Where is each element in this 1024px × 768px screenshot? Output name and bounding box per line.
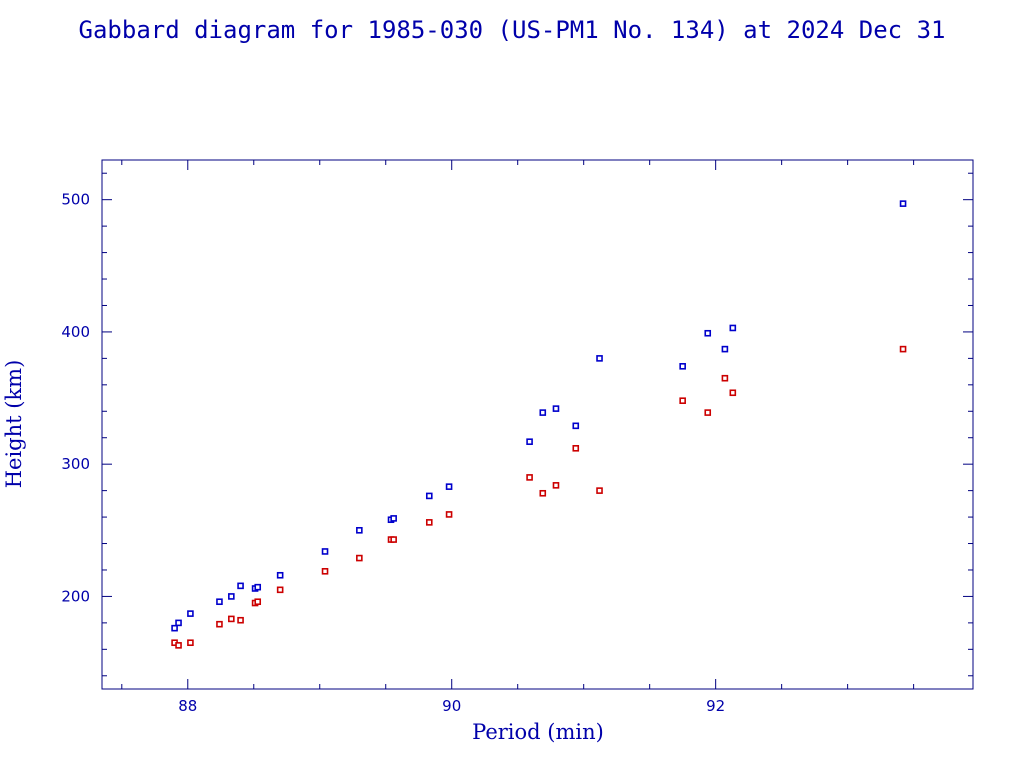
perigee-point xyxy=(356,554,363,562)
apogee-point xyxy=(539,409,547,416)
perigee-point xyxy=(321,567,329,575)
apogee-point xyxy=(237,582,244,590)
y-tick-label: 500 xyxy=(61,191,90,209)
apogee-point xyxy=(679,363,686,370)
x-tick-label: 90 xyxy=(442,697,461,715)
apogee-point xyxy=(276,571,284,579)
perigee-point xyxy=(228,615,235,623)
apogee-point xyxy=(216,598,223,606)
plot-frame xyxy=(101,159,974,690)
perigee-point xyxy=(704,409,712,416)
perigee-point xyxy=(237,616,244,624)
apogee-point xyxy=(721,345,729,353)
apogee-point xyxy=(356,526,363,534)
apogee-point xyxy=(390,515,397,522)
apogee-point xyxy=(596,355,603,362)
y-tick-label: 300 xyxy=(61,455,90,473)
apogee-point xyxy=(704,329,712,337)
perigee-point xyxy=(539,489,547,497)
apogee-point xyxy=(425,492,433,500)
perigee-point xyxy=(425,519,433,526)
perigee-point xyxy=(254,598,262,606)
apogee-point xyxy=(187,610,194,617)
axis-ticks xyxy=(102,160,973,689)
x-axis-label: Period (min) xyxy=(472,720,604,744)
apogee-point xyxy=(321,548,329,555)
perigee-point xyxy=(526,474,533,481)
chart-title: Gabbard diagram for 1985-030 (US-PM1 No.… xyxy=(79,16,946,44)
apogee-point xyxy=(175,619,182,627)
apogee-point xyxy=(526,438,533,445)
perigee-point xyxy=(899,345,907,353)
perigee-point xyxy=(216,620,223,628)
perigee-point xyxy=(552,482,560,489)
perigee-point xyxy=(729,389,737,397)
perigee-point xyxy=(175,642,182,649)
perigee-point xyxy=(721,374,729,382)
perigee-point xyxy=(276,586,284,594)
perigee-point xyxy=(679,397,686,404)
apogee-point xyxy=(552,405,560,412)
apogee-point xyxy=(445,483,453,490)
x-tick-label: 88 xyxy=(178,697,197,715)
y-axis-label: Height (km) xyxy=(2,360,26,489)
apogee-point xyxy=(572,422,580,430)
apogee-point xyxy=(899,200,907,207)
apogee-point xyxy=(171,624,178,632)
axis-tick-labels: 88 90 92 200 300 400 500 xyxy=(61,191,725,715)
apogee-point xyxy=(729,324,737,332)
y-tick-label: 400 xyxy=(61,323,90,341)
perigee-point xyxy=(572,445,580,452)
x-tick-label: 92 xyxy=(706,697,725,715)
perigee-point xyxy=(187,639,194,647)
y-tick-label: 200 xyxy=(61,587,90,605)
apogee-point xyxy=(254,583,262,591)
apogee-point xyxy=(228,593,235,600)
perigee-point xyxy=(445,511,453,518)
perigee-point xyxy=(390,536,397,543)
perigee-point xyxy=(596,487,603,494)
data-points xyxy=(171,200,907,649)
